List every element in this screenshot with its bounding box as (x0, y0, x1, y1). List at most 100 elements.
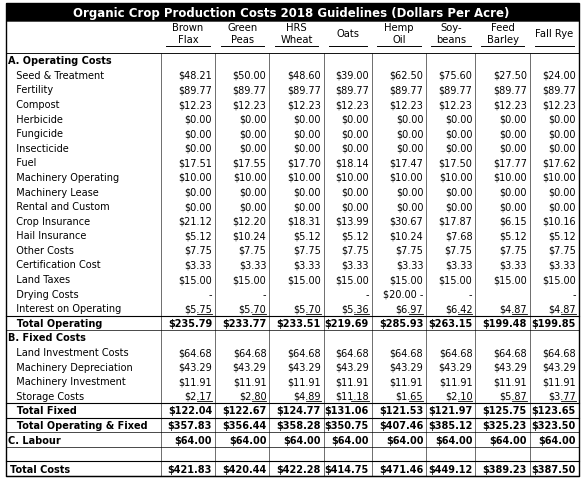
Text: $0.00: $0.00 (293, 144, 321, 154)
Text: $12.23: $12.23 (438, 100, 472, 110)
Text: $0.00: $0.00 (549, 114, 576, 124)
Text: Other Costs: Other Costs (10, 245, 74, 255)
Text: $64.68: $64.68 (389, 348, 423, 357)
Text: Soy-
beans: Soy- beans (436, 24, 466, 45)
Text: $15.00: $15.00 (287, 275, 321, 285)
Text: Hemp
Oil: Hemp Oil (384, 24, 414, 45)
Text: $0.00: $0.00 (185, 144, 212, 154)
Text: Rental and Custom: Rental and Custom (10, 202, 110, 212)
Text: $0.00: $0.00 (549, 129, 576, 139)
Text: $263.15: $263.15 (429, 318, 472, 328)
Text: $5.70: $5.70 (239, 304, 266, 313)
Text: $407.46: $407.46 (379, 420, 423, 430)
Text: $6.15: $6.15 (499, 216, 527, 226)
Text: $17.55: $17.55 (233, 158, 266, 168)
Text: Oats: Oats (336, 29, 359, 39)
Text: $10.24: $10.24 (389, 231, 423, 241)
Text: Feed
Barley: Feed Barley (487, 24, 519, 45)
Text: -: - (209, 289, 212, 299)
Text: $7.75: $7.75 (184, 245, 212, 255)
Text: $7.75: $7.75 (395, 245, 423, 255)
Text: Interest on Operating: Interest on Operating (10, 304, 121, 313)
Text: $358.28: $358.28 (276, 420, 321, 430)
Text: $64.00: $64.00 (283, 434, 321, 444)
Text: $6.97: $6.97 (396, 304, 423, 313)
Text: Herbicide: Herbicide (10, 114, 63, 124)
Text: $125.75: $125.75 (483, 406, 527, 416)
Text: $64.00: $64.00 (175, 434, 212, 444)
Text: $0.00: $0.00 (500, 202, 527, 212)
Text: -: - (469, 289, 472, 299)
Text: Total Operating: Total Operating (10, 318, 103, 328)
Bar (6, 4, 579, 22)
Text: Brown
Flax: Brown Flax (173, 24, 203, 45)
Text: $7.68: $7.68 (445, 231, 472, 241)
Text: $0.00: $0.00 (239, 129, 266, 139)
Text: $0.00: $0.00 (293, 202, 321, 212)
Text: $12.23: $12.23 (335, 100, 369, 110)
Text: $0.00: $0.00 (549, 202, 576, 212)
Text: $10.00: $10.00 (493, 173, 527, 182)
Text: $3.33: $3.33 (445, 260, 472, 270)
Text: $7.75: $7.75 (445, 245, 472, 255)
Text: $11.91: $11.91 (389, 376, 423, 386)
Text: $3.33: $3.33 (549, 260, 576, 270)
Text: $4.87: $4.87 (549, 304, 576, 313)
Text: Land Investment Costs: Land Investment Costs (10, 348, 129, 357)
Text: $122.67: $122.67 (222, 406, 266, 416)
Text: $13.99: $13.99 (335, 216, 369, 226)
Text: $39.00: $39.00 (335, 71, 369, 81)
Text: $0.00: $0.00 (396, 202, 423, 212)
Text: $7.75: $7.75 (238, 245, 266, 255)
Text: Hail Insurance: Hail Insurance (10, 231, 86, 241)
Text: $64.68: $64.68 (493, 348, 527, 357)
Text: $325.23: $325.23 (483, 420, 527, 430)
Text: $5.75: $5.75 (184, 304, 212, 313)
Text: $10.00: $10.00 (389, 173, 423, 182)
Text: $124.77: $124.77 (276, 406, 321, 416)
Text: $15.00: $15.00 (389, 275, 423, 285)
Text: $0.00: $0.00 (293, 187, 321, 197)
Text: Crop Insurance: Crop Insurance (10, 216, 90, 226)
Text: $0.00: $0.00 (445, 129, 472, 139)
Text: $20.00 -: $20.00 - (383, 289, 423, 299)
Text: $0.00: $0.00 (185, 187, 212, 197)
Text: $3.33: $3.33 (396, 260, 423, 270)
Text: $15.00: $15.00 (178, 275, 212, 285)
Text: Fungicide: Fungicide (10, 129, 63, 139)
Text: $0.00: $0.00 (342, 114, 369, 124)
Text: $0.00: $0.00 (445, 202, 472, 212)
Text: $64.68: $64.68 (542, 348, 576, 357)
Text: $121.97: $121.97 (429, 406, 472, 416)
Text: $5.36: $5.36 (341, 304, 369, 313)
Text: $4.87: $4.87 (499, 304, 527, 313)
Text: Drying Costs: Drying Costs (10, 289, 79, 299)
Text: Organic Crop Production Costs 2018 Guidelines (Dollars Per Acre): Organic Crop Production Costs 2018 Guide… (73, 7, 510, 20)
Text: $89.77: $89.77 (389, 85, 423, 95)
Text: $5.12: $5.12 (341, 231, 369, 241)
Text: $0.00: $0.00 (549, 144, 576, 154)
Text: $0.00: $0.00 (342, 202, 369, 212)
Text: $11.91: $11.91 (287, 376, 321, 386)
Text: $0.00: $0.00 (396, 129, 423, 139)
Text: $17.77: $17.77 (493, 158, 527, 168)
Text: $89.77: $89.77 (287, 85, 321, 95)
Text: $0.00: $0.00 (239, 202, 266, 212)
Text: $10.16: $10.16 (542, 216, 576, 226)
Text: $2.10: $2.10 (445, 391, 472, 401)
Text: $7.75: $7.75 (499, 245, 527, 255)
Text: $421.83: $421.83 (168, 464, 212, 474)
Text: $10.00: $10.00 (233, 173, 266, 182)
Text: Machinery Lease: Machinery Lease (10, 187, 99, 197)
Text: $420.44: $420.44 (222, 464, 266, 474)
Text: $64.00: $64.00 (539, 434, 576, 444)
Text: $11.91: $11.91 (542, 376, 576, 386)
Text: $17.70: $17.70 (287, 158, 321, 168)
Text: Green
Peas: Green Peas (227, 24, 258, 45)
Text: Machinery Investment: Machinery Investment (10, 376, 126, 386)
Text: $0.00: $0.00 (445, 187, 472, 197)
Text: B. Fixed Costs: B. Fixed Costs (8, 333, 86, 343)
Text: $89.77: $89.77 (493, 85, 527, 95)
Text: $64.68: $64.68 (335, 348, 369, 357)
Text: $3.33: $3.33 (500, 260, 527, 270)
